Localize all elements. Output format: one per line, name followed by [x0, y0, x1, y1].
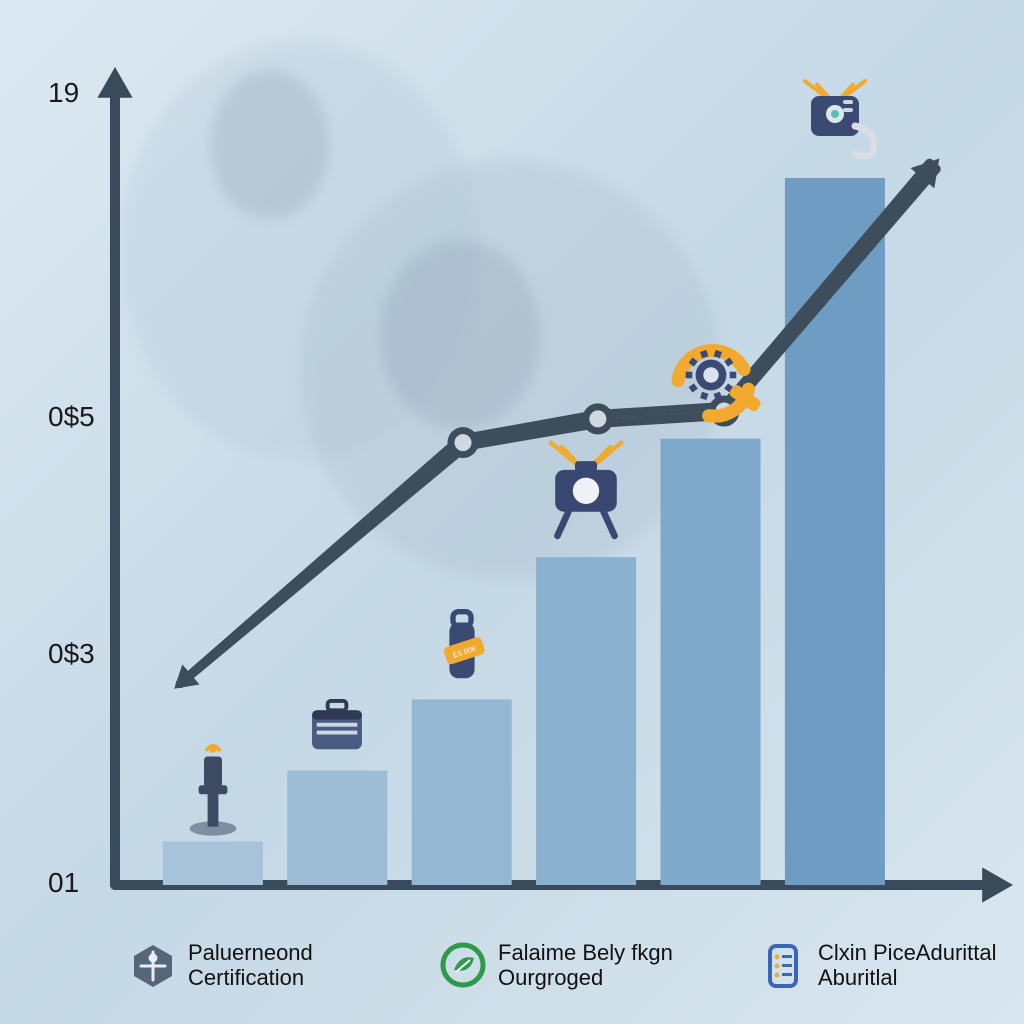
y-tick-label: 01	[48, 867, 79, 899]
legend-text: Clxin PiceAdurittalAburitlal	[818, 940, 997, 991]
y-tick-label: 0$3	[48, 638, 95, 670]
legend-icon	[760, 942, 806, 988]
infographic-canvas: 190$50$301 ÈS 00K PaluerneondCertificati…	[0, 0, 1024, 1024]
legend-text: Falaime Bely fkgnOurgroged	[498, 940, 673, 991]
legend-text: PaluerneondCertification	[188, 940, 313, 991]
legend-line2: Ourgroged	[498, 965, 673, 990]
legend-icon	[130, 942, 176, 988]
legend-item: Falaime Bely fkgnOurgroged	[440, 940, 673, 991]
legend-item: PaluerneondCertification	[130, 940, 313, 991]
legend-line2: Aburitlal	[818, 965, 997, 990]
y-tick-label: 19	[48, 77, 79, 109]
legend-line2: Certification	[188, 965, 313, 990]
legend-line1: Falaime Bely fkgn	[498, 940, 673, 965]
legend-line1: Paluerneond	[188, 940, 313, 965]
legend-icon	[440, 942, 486, 988]
chart-svg	[0, 0, 1024, 1024]
y-tick-label: 0$5	[48, 401, 95, 433]
legend-item: Clxin PiceAdurittalAburitlal	[760, 940, 997, 991]
legend-line1: Clxin PiceAdurittal	[818, 940, 997, 965]
